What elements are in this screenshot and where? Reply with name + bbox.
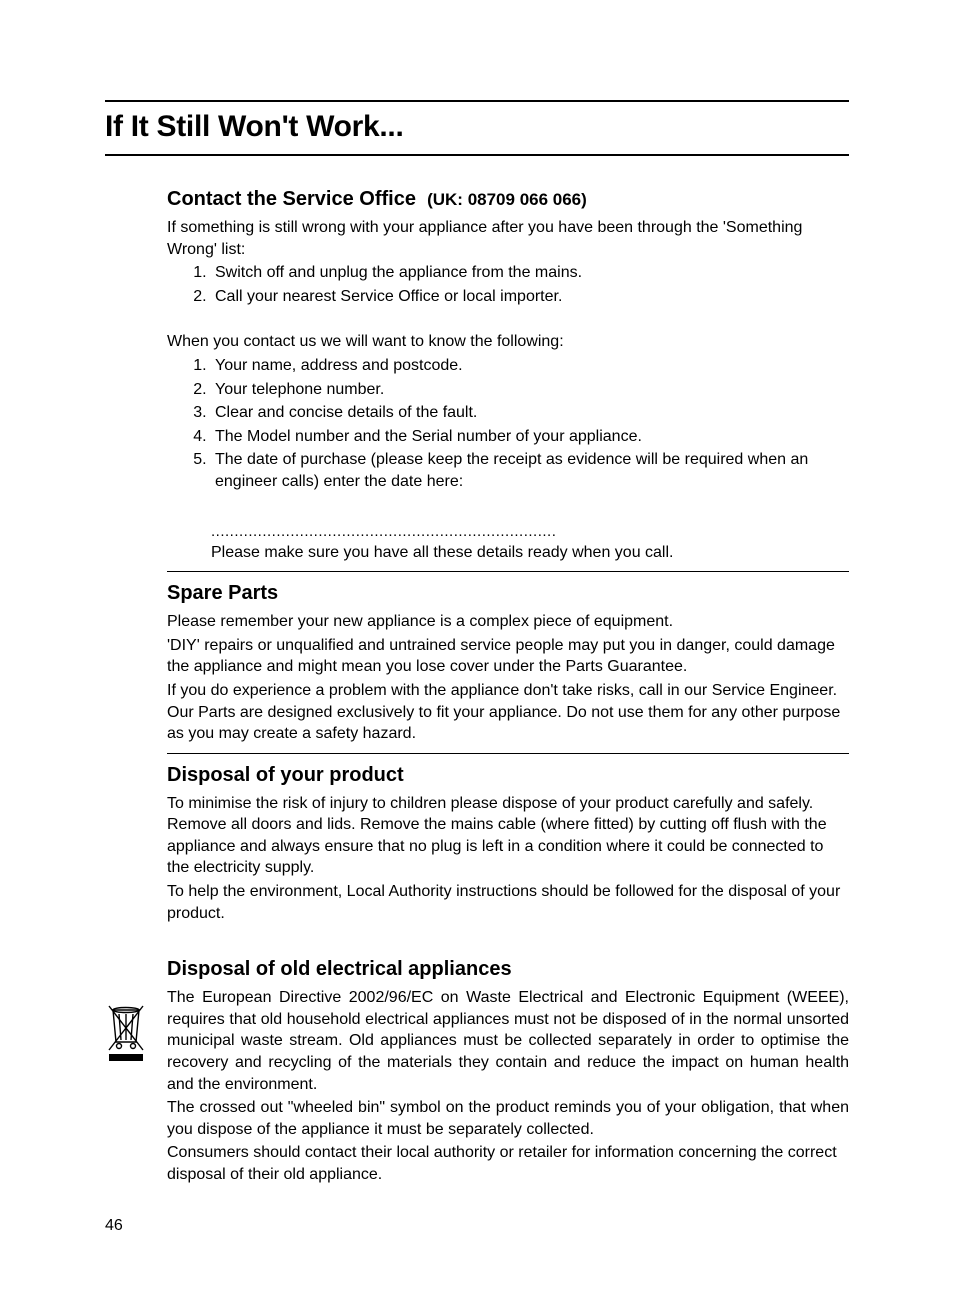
section-divider [167, 571, 849, 572]
contact-lead-2: When you contact us we will want to know… [167, 331, 849, 353]
contact-heading: Contact the Service Office (UK: 08709 06… [167, 188, 849, 211]
page-number: 46 [105, 1217, 123, 1235]
spare-parts-p1: Please remember your new appliance is a … [167, 611, 849, 633]
disposal-product-p2: To help the environment, Local Authority… [167, 881, 849, 924]
contact-closing: Please make sure you have all these deta… [211, 542, 849, 564]
section-contact-service: Contact the Service Office (UK: 08709 06… [167, 188, 849, 563]
contact-heading-text: Contact the Service Office [167, 188, 416, 210]
list-item: The date of purchase (please keep the re… [211, 449, 849, 492]
section-spare-parts: Spare Parts Please remember your new app… [167, 582, 849, 745]
page-title: If It Still Won't Work... [105, 110, 849, 144]
section-disposal-old: Disposal of old electrical appliances Th… [167, 958, 849, 1185]
top-rule [105, 100, 849, 102]
contact-phone: (UK: 08709 066 066) [427, 190, 587, 209]
disposal-old-p1: The European Directive 2002/96/EC on Was… [167, 987, 849, 1095]
weee-bin-icon [105, 1004, 147, 1069]
section-divider [167, 753, 849, 754]
contact-list-1: Switch off and unplug the appliance from… [195, 262, 849, 307]
disposal-old-heading: Disposal of old electrical appliances [167, 958, 849, 981]
list-item: Clear and concise details of the fault. [211, 402, 849, 424]
section-disposal-product: Disposal of your product To minimise the… [167, 764, 849, 925]
date-entry-dots: ........................................… [211, 523, 849, 540]
disposal-old-p3: Consumers should contact their local aut… [167, 1142, 849, 1185]
list-item: Switch off and unplug the appliance from… [211, 262, 849, 284]
contact-list-2: Your name, address and postcode. Your te… [195, 355, 849, 493]
list-item: The Model number and the Serial number o… [211, 426, 849, 448]
disposal-product-heading: Disposal of your product [167, 764, 849, 787]
spare-parts-p2: 'DIY' repairs or unqualified and untrain… [167, 635, 849, 678]
document-page: If It Still Won't Work... Contact the Se… [0, 0, 954, 1305]
list-item: Call your nearest Service Office or loca… [211, 286, 849, 308]
spare-parts-p3: If you do experience a problem with the … [167, 680, 849, 745]
disposal-old-p2: The crossed out "wheeled bin" symbol on … [167, 1097, 849, 1140]
spare-parts-heading: Spare Parts [167, 582, 849, 605]
list-item: Your telephone number. [211, 379, 849, 401]
disposal-product-p1: To minimise the risk of injury to childr… [167, 793, 849, 879]
contact-intro: If something is still wrong with your ap… [167, 217, 849, 260]
list-item: Your name, address and postcode. [211, 355, 849, 377]
